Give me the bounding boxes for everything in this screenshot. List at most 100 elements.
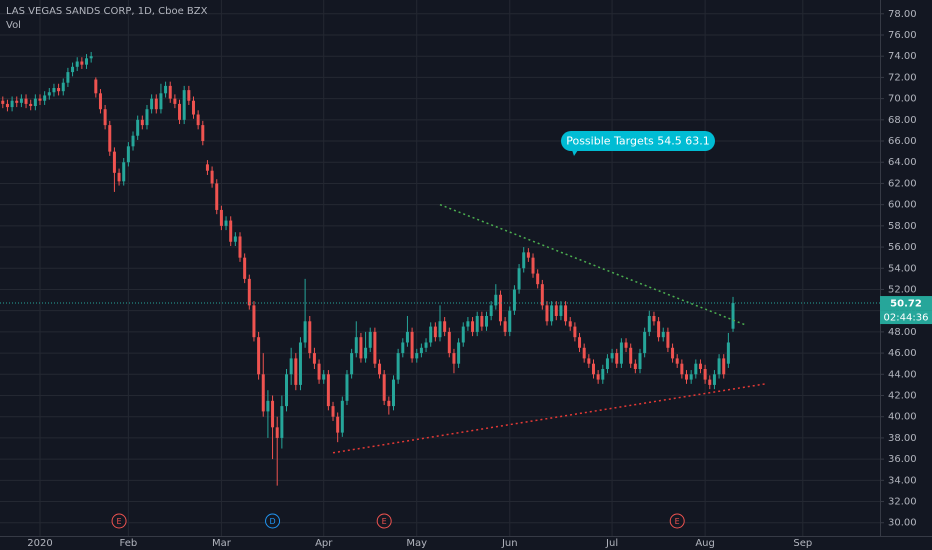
candle-body — [712, 374, 716, 385]
candle-body — [652, 315, 656, 322]
candle-body — [601, 368, 605, 380]
candle-body — [219, 209, 223, 226]
candle-body — [71, 66, 75, 73]
candle-body — [671, 347, 675, 359]
candle-body — [391, 379, 395, 407]
y-tick-label: 68.00 — [888, 115, 917, 126]
event-label: E — [675, 517, 680, 526]
event-marker — [376, 513, 392, 529]
candle-body — [266, 400, 270, 412]
x-tick-label: Jul — [605, 538, 618, 549]
candle-body — [285, 374, 289, 407]
candle-body — [666, 331, 670, 348]
candle-body — [178, 103, 182, 120]
candle-body — [573, 326, 577, 338]
y-tick-label: 32.00 — [888, 497, 917, 508]
candle-body — [512, 289, 516, 311]
candle-body — [136, 119, 140, 136]
candle-body — [689, 374, 693, 380]
candle-body — [350, 353, 354, 375]
countdown-box — [880, 310, 932, 325]
candle-body — [419, 347, 423, 354]
x-tick-label: May — [406, 538, 427, 549]
candle-body — [457, 342, 461, 364]
candle-body — [52, 88, 56, 93]
candle-body — [303, 321, 307, 343]
candle-body — [485, 315, 489, 327]
candle-body — [33, 98, 37, 107]
candle-body — [164, 85, 168, 94]
candle-body — [466, 321, 470, 327]
candle-body — [578, 337, 582, 348]
candle-body — [354, 337, 358, 354]
y-tick-label: 74.00 — [888, 51, 917, 62]
candle-body — [559, 305, 563, 316]
candle-body — [215, 183, 219, 210]
candle-body — [624, 342, 628, 348]
candle-body — [29, 103, 33, 107]
candle-body — [229, 220, 233, 242]
candle-body — [471, 321, 475, 332]
candle-body — [680, 363, 684, 375]
candle-body — [47, 92, 51, 96]
trendline — [332, 383, 766, 454]
candle-body — [312, 353, 316, 364]
candle-body — [447, 331, 451, 354]
event-label: E — [117, 517, 122, 526]
candle-body — [75, 61, 79, 67]
candle-body — [205, 164, 209, 171]
candle-body — [415, 353, 419, 359]
x-tick-label: Feb — [120, 538, 138, 549]
y-tick-label: 66.00 — [888, 136, 917, 147]
candle-body — [605, 358, 609, 369]
candle-body — [489, 305, 493, 316]
candle-body — [112, 151, 116, 173]
candle-body — [340, 400, 344, 433]
y-tick-label: 56.00 — [888, 242, 917, 253]
candle-body — [722, 358, 726, 375]
candle-body — [591, 363, 595, 375]
candle-body — [540, 284, 544, 306]
candle-body — [1, 100, 5, 104]
volume-label: Vol — [6, 20, 21, 31]
candle-body — [140, 119, 144, 126]
candle-body — [545, 305, 549, 322]
candle-body — [475, 315, 479, 332]
candle-body — [359, 337, 363, 359]
candle-body — [461, 326, 465, 343]
candle-body — [587, 358, 591, 364]
candle-body — [675, 358, 679, 364]
candle-body — [331, 406, 335, 417]
candle-body — [373, 331, 377, 364]
event-marker — [669, 513, 685, 529]
candle-body — [550, 305, 554, 322]
candle-body — [582, 347, 586, 359]
y-tick-label: 62.00 — [888, 178, 917, 189]
candle-body — [94, 79, 98, 94]
candle-body — [57, 88, 61, 92]
last-price-label: 50.72 — [890, 299, 922, 310]
candle-body — [103, 109, 107, 126]
candle-body — [196, 114, 200, 126]
candle-body — [382, 374, 386, 401]
candle-body — [368, 331, 372, 348]
y-tick-label: 46.00 — [888, 348, 917, 359]
candle-body — [531, 257, 535, 274]
candle-body — [643, 331, 647, 354]
candle-body — [173, 98, 177, 104]
candle-body — [289, 358, 293, 375]
candle-body — [336, 416, 340, 433]
y-tick-label: 30.00 — [888, 518, 917, 529]
candle-body — [657, 321, 661, 338]
candle-body — [294, 358, 298, 385]
candle-body — [364, 347, 368, 359]
candle-body — [610, 353, 614, 359]
candle-body — [131, 135, 135, 147]
candle-body — [517, 268, 521, 290]
candle-body — [503, 321, 507, 332]
annotation-callout: Possible Targets 54.5 63.1 — [561, 131, 715, 156]
candle-body — [438, 321, 442, 338]
candle-body — [247, 278, 251, 306]
candle-body — [182, 90, 186, 120]
